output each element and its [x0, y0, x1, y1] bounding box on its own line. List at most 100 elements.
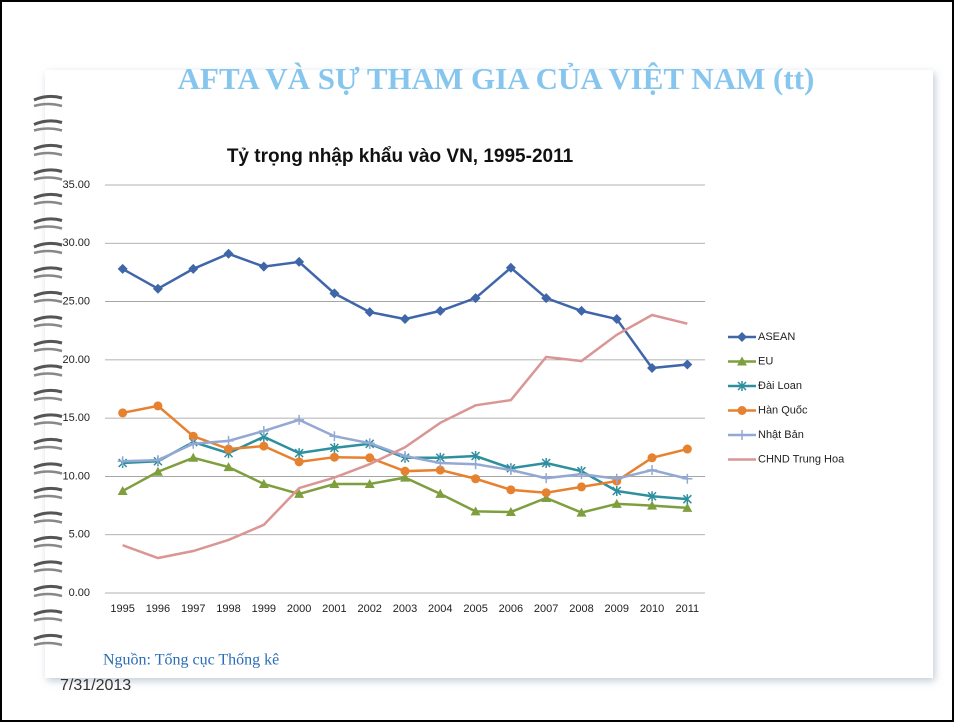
marker	[400, 314, 410, 325]
marker	[435, 465, 445, 475]
ring	[33, 445, 63, 451]
plot: 0.00 5.00 10.00 15.00 20.00 25.00 30.00 35.00 19…	[62, 179, 845, 615]
marker	[611, 314, 622, 325]
legend-marker	[737, 406, 747, 415]
marker	[152, 455, 163, 466]
legend-label: Hàn Quốc	[758, 404, 808, 416]
marker	[471, 474, 481, 484]
ring	[33, 494, 63, 500]
legend-label: Đài Loan	[758, 380, 802, 392]
marker	[223, 435, 234, 446]
ring	[33, 470, 63, 475]
marker	[153, 401, 163, 411]
marker	[541, 473, 552, 484]
ring	[33, 372, 63, 377]
series-line	[122, 313, 688, 560]
y-tick-label: 5.00	[69, 529, 90, 541]
ring	[33, 486, 63, 494]
spiral	[33, 94, 63, 647]
marker	[118, 408, 128, 418]
ring	[33, 617, 63, 622]
x-tick-label: 2011	[676, 603, 700, 615]
x-tick-label: 2004	[428, 603, 452, 615]
marker	[188, 263, 199, 274]
marker	[682, 444, 692, 454]
ring	[33, 249, 63, 255]
marker	[117, 263, 128, 274]
ring	[33, 347, 63, 353]
y-tick-label: 25.00	[62, 295, 90, 307]
ring	[33, 633, 63, 641]
slide-title: AFTA VÀ SỰ THAM GIA CỦA VIỆT NAM (tt)	[178, 61, 815, 96]
marker	[682, 359, 693, 370]
ring	[33, 364, 63, 371]
marker	[294, 256, 305, 267]
marker	[576, 482, 586, 492]
marker	[117, 486, 128, 495]
marker	[505, 465, 516, 476]
marker	[188, 438, 199, 449]
marker	[647, 453, 657, 463]
marker	[152, 466, 163, 476]
marker	[505, 506, 516, 516]
marker	[576, 507, 587, 517]
marker	[470, 459, 481, 470]
marker	[224, 444, 234, 454]
x-tick-label: 2010	[640, 603, 664, 615]
ring	[33, 339, 63, 347]
ring	[33, 519, 63, 524]
marker	[470, 506, 481, 516]
marker	[435, 458, 446, 469]
ring	[33, 388, 63, 396]
marker	[611, 473, 622, 484]
y-tick-label: 30.00	[62, 237, 90, 249]
ring	[33, 290, 63, 298]
marker	[682, 502, 693, 512]
marker	[294, 457, 304, 467]
legend-marker	[737, 381, 747, 391]
ring	[33, 462, 63, 469]
ring	[33, 511, 63, 518]
ring	[33, 560, 63, 567]
marker	[365, 453, 375, 463]
y-tick-label: 0.00	[69, 587, 90, 599]
marker	[647, 465, 658, 476]
marker	[329, 288, 340, 299]
x-tick-label: 2006	[499, 603, 523, 615]
chart-title: Tỷ trọng nhập khẩu vào VN, 1995-2011	[227, 146, 574, 167]
date: 7/31/2013	[60, 677, 131, 694]
ring	[33, 568, 63, 573]
marker	[435, 305, 446, 316]
marker	[294, 488, 305, 498]
marker	[400, 466, 410, 476]
ring	[33, 535, 63, 543]
legend-label: Nhật Bản	[758, 429, 804, 441]
marker	[188, 452, 199, 462]
ring	[33, 200, 63, 206]
x-tick-label: 1999	[252, 603, 276, 615]
legend-marker	[737, 356, 747, 366]
x-tick-label: 1998	[216, 603, 240, 615]
marker	[258, 261, 269, 272]
ring	[33, 396, 63, 402]
marker	[541, 293, 552, 304]
legend-marker	[737, 332, 747, 342]
ring	[33, 225, 63, 230]
marker	[541, 492, 552, 502]
legend-label: ASEAN	[758, 331, 795, 343]
ring	[33, 437, 63, 445]
ring	[33, 298, 63, 304]
marker	[470, 293, 481, 304]
marker	[611, 498, 622, 508]
marker	[576, 469, 587, 480]
marker	[117, 456, 128, 467]
marker	[682, 473, 693, 484]
marker	[258, 425, 269, 436]
marker	[258, 479, 269, 489]
ring	[33, 592, 63, 598]
ring	[33, 584, 63, 592]
marker	[223, 248, 234, 259]
x-tick-label: 1996	[146, 603, 170, 615]
x-tick-label: 2005	[463, 603, 487, 615]
marker	[506, 485, 516, 495]
